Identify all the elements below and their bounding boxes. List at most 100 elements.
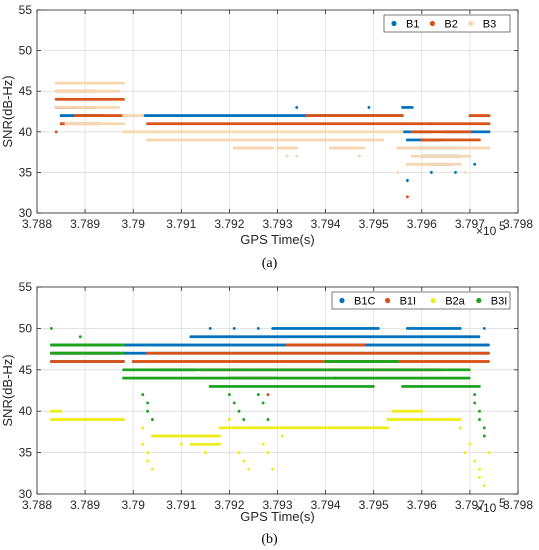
data-point bbox=[121, 418, 125, 421]
data-point bbox=[266, 393, 270, 397]
data-point bbox=[208, 326, 212, 330]
x-tick-label: 3.789 bbox=[70, 217, 100, 231]
data-point bbox=[218, 434, 222, 438]
x-tick-label: 3.795 bbox=[359, 498, 389, 512]
data-point bbox=[121, 351, 125, 355]
legend-label: B2 bbox=[444, 19, 457, 31]
data-point bbox=[237, 409, 241, 413]
data-point bbox=[396, 360, 400, 363]
data-point bbox=[266, 418, 270, 421]
data-point bbox=[295, 154, 299, 158]
data-point bbox=[59, 409, 63, 413]
data-point bbox=[473, 162, 477, 166]
data-point bbox=[242, 418, 246, 421]
data-point bbox=[271, 467, 275, 471]
data-point bbox=[280, 434, 284, 438]
data-point bbox=[150, 467, 154, 471]
legend: B1 B2 B3 bbox=[383, 14, 511, 33]
x-exponent-power: 5 bbox=[499, 219, 506, 233]
data-layer bbox=[54, 81, 491, 199]
data-point bbox=[463, 170, 467, 174]
data-point bbox=[227, 418, 231, 421]
data-point bbox=[487, 146, 491, 150]
data-point bbox=[467, 376, 471, 380]
data-point bbox=[362, 146, 366, 150]
data-point bbox=[477, 384, 481, 388]
legend-label: B1I bbox=[400, 296, 417, 308]
x-tick-label: 3.794 bbox=[311, 217, 341, 231]
data-point bbox=[487, 122, 491, 126]
x-tick-label: 3.794 bbox=[311, 498, 341, 512]
data-point bbox=[482, 326, 486, 330]
data-point bbox=[478, 418, 481, 421]
data-point bbox=[78, 335, 82, 339]
data-point bbox=[487, 130, 491, 134]
data-point bbox=[117, 105, 121, 109]
data-point bbox=[410, 105, 414, 109]
data-point bbox=[463, 451, 467, 455]
x-axis-label: GPS Time(s) bbox=[240, 232, 314, 247]
y-tick-label: 55 bbox=[19, 3, 33, 17]
panel-caption: (a) bbox=[262, 256, 278, 271]
series-B3I bbox=[49, 326, 486, 438]
data-point bbox=[146, 451, 150, 455]
data-point bbox=[468, 442, 472, 446]
data-point bbox=[486, 343, 490, 347]
y-tick-label: 45 bbox=[19, 84, 33, 98]
y-tick-label: 50 bbox=[19, 44, 33, 58]
legend-label: B3I bbox=[491, 296, 508, 308]
legend-marker bbox=[429, 20, 435, 27]
data-point bbox=[295, 146, 299, 150]
data-point bbox=[203, 451, 207, 455]
data-point bbox=[420, 409, 424, 413]
data-point bbox=[121, 360, 125, 363]
x-tick-label: 3.788 bbox=[22, 217, 52, 231]
x-exponent-power: 5 bbox=[499, 496, 506, 510]
data-point bbox=[242, 459, 246, 463]
legend-marker bbox=[385, 297, 391, 304]
x-tick-label: 3.796 bbox=[407, 217, 437, 231]
data-point bbox=[285, 154, 289, 158]
x-tick-label: 3.798 bbox=[503, 498, 533, 512]
y-axis-label: SNR(dB-Hz) bbox=[0, 354, 15, 426]
data-point bbox=[371, 384, 375, 388]
data-point bbox=[473, 401, 477, 405]
data-point bbox=[478, 467, 481, 471]
data-point bbox=[232, 326, 236, 330]
data-point bbox=[473, 393, 477, 397]
data-point bbox=[468, 130, 472, 134]
y-tick-label: 35 bbox=[19, 446, 33, 460]
y-tick-label: 30 bbox=[19, 206, 33, 220]
data-point bbox=[458, 426, 462, 430]
data-point bbox=[295, 105, 299, 109]
data-point bbox=[458, 162, 462, 166]
y-tick-label: 40 bbox=[19, 404, 33, 418]
data-point bbox=[141, 393, 145, 397]
data-point bbox=[150, 418, 154, 421]
y-axis-label: SNR(dB-Hz) bbox=[0, 75, 15, 147]
data-point bbox=[357, 154, 361, 158]
data-point bbox=[478, 475, 481, 479]
data-point bbox=[121, 97, 125, 101]
x-axis-label: GPS Time(s) bbox=[240, 509, 314, 524]
data-point bbox=[477, 335, 481, 339]
data-point bbox=[362, 343, 366, 347]
data-point bbox=[261, 442, 265, 446]
data-point bbox=[49, 326, 53, 330]
y-tick-label: 35 bbox=[19, 165, 33, 179]
data-point bbox=[54, 130, 58, 134]
legend-marker bbox=[339, 297, 345, 304]
data-point bbox=[487, 114, 491, 118]
x-tick-label: 3.798 bbox=[503, 217, 533, 231]
data-point bbox=[251, 426, 255, 430]
data-point bbox=[487, 451, 491, 455]
data-point bbox=[141, 114, 145, 118]
data-point bbox=[458, 418, 462, 421]
data-point bbox=[482, 484, 486, 488]
x-tick-label: 3.79 bbox=[122, 217, 146, 231]
data-point bbox=[478, 409, 481, 413]
data-point bbox=[146, 401, 150, 405]
y-tick-label: 45 bbox=[19, 363, 33, 377]
data-point bbox=[482, 426, 486, 430]
